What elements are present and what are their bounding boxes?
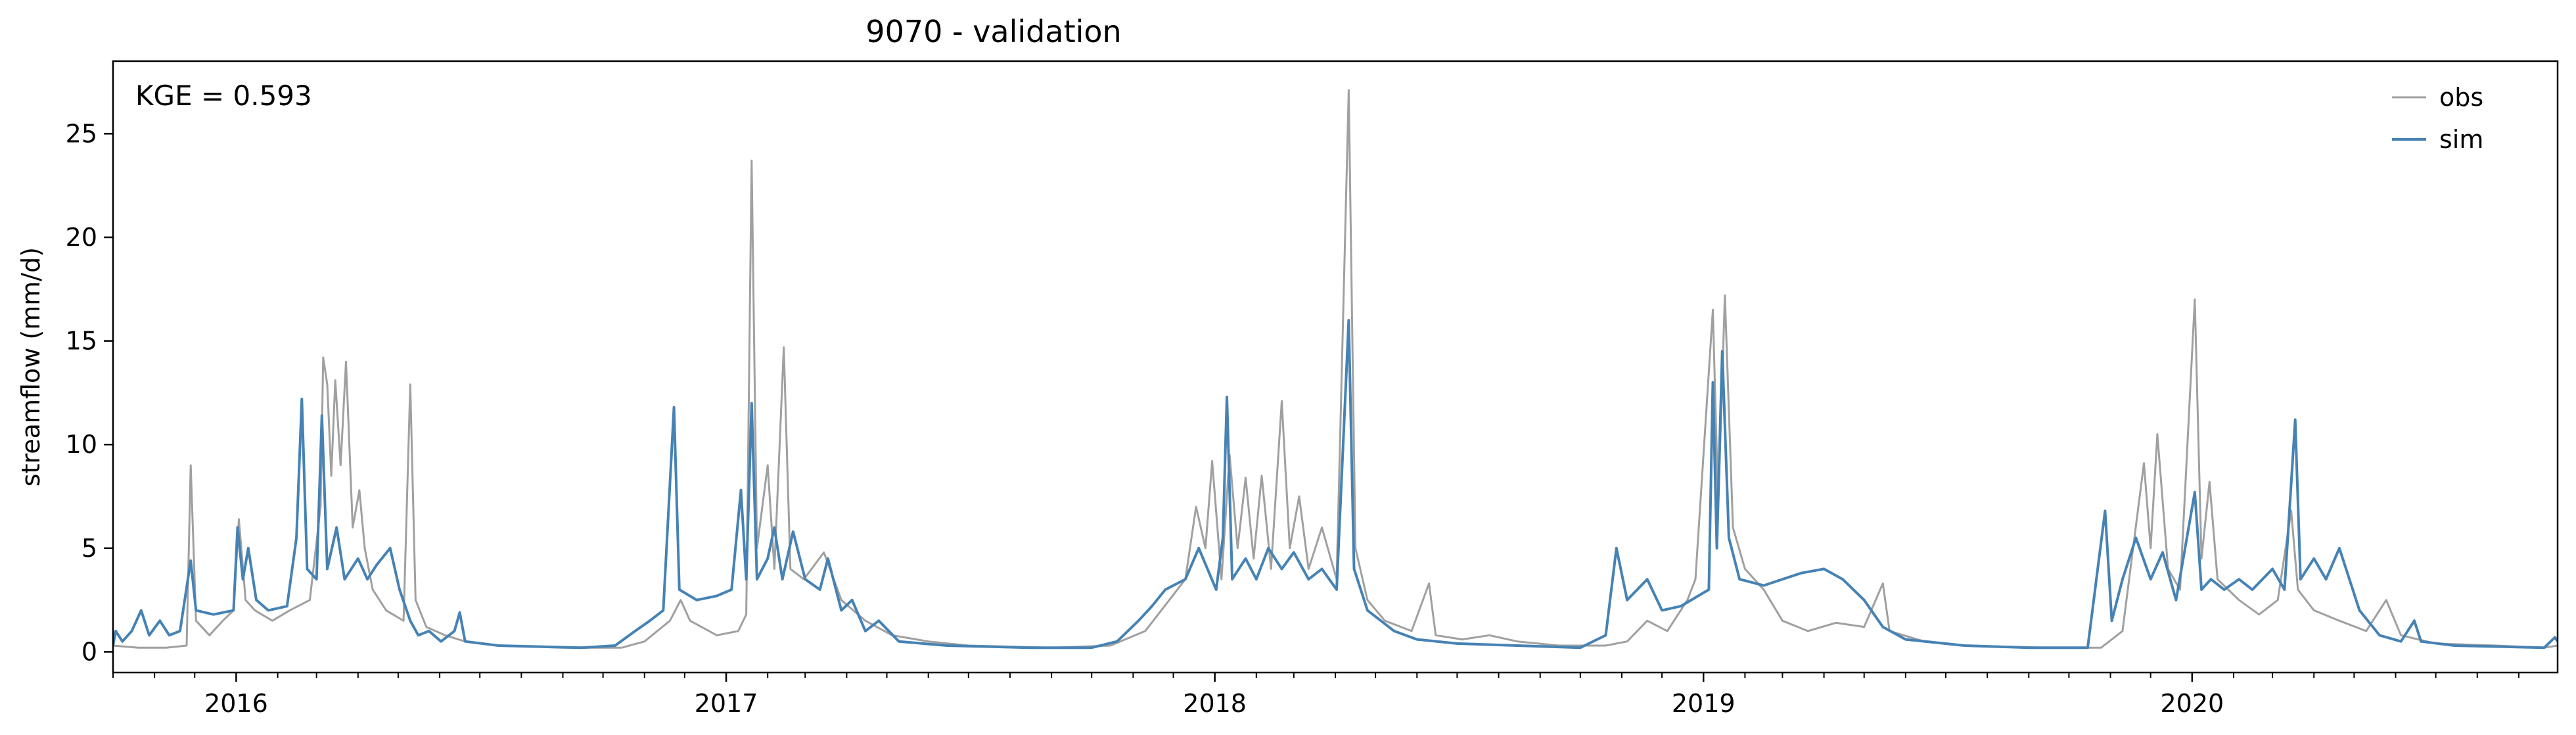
- chart-title: 9070 - validation: [865, 14, 1121, 49]
- series-line-sim: [113, 319, 2558, 650]
- x-tick-label: 2018: [1183, 689, 1247, 718]
- x-tick-label: 2019: [1672, 689, 1736, 718]
- y-tick-label: 20: [66, 223, 97, 252]
- y-axis: 0 5 10 15 20 25: [66, 119, 113, 666]
- y-tick-label: 0: [81, 637, 97, 666]
- y-tick-label: 10: [66, 430, 97, 459]
- x-tick-label: 2017: [695, 689, 758, 718]
- y-tick-label: 5: [81, 534, 97, 563]
- series-line-obs: [113, 89, 2558, 649]
- y-tick-label: 15: [66, 327, 97, 356]
- y-axis-label: streamflow (mm/d): [16, 247, 45, 486]
- plot-marks: [113, 89, 2558, 650]
- y-tick-label: 25: [66, 119, 97, 148]
- legend-label-obs: obs: [2439, 83, 2483, 112]
- kge-annotation: KGE = 0.593: [135, 80, 312, 112]
- legend-label-sim: sim: [2439, 125, 2483, 154]
- x-tick-label: 2020: [2160, 689, 2224, 718]
- x-axis: 2016 2017 2018 2019 2020: [112, 673, 2519, 718]
- x-tick-label: 2016: [204, 689, 268, 718]
- legend: obs sim: [2392, 83, 2483, 154]
